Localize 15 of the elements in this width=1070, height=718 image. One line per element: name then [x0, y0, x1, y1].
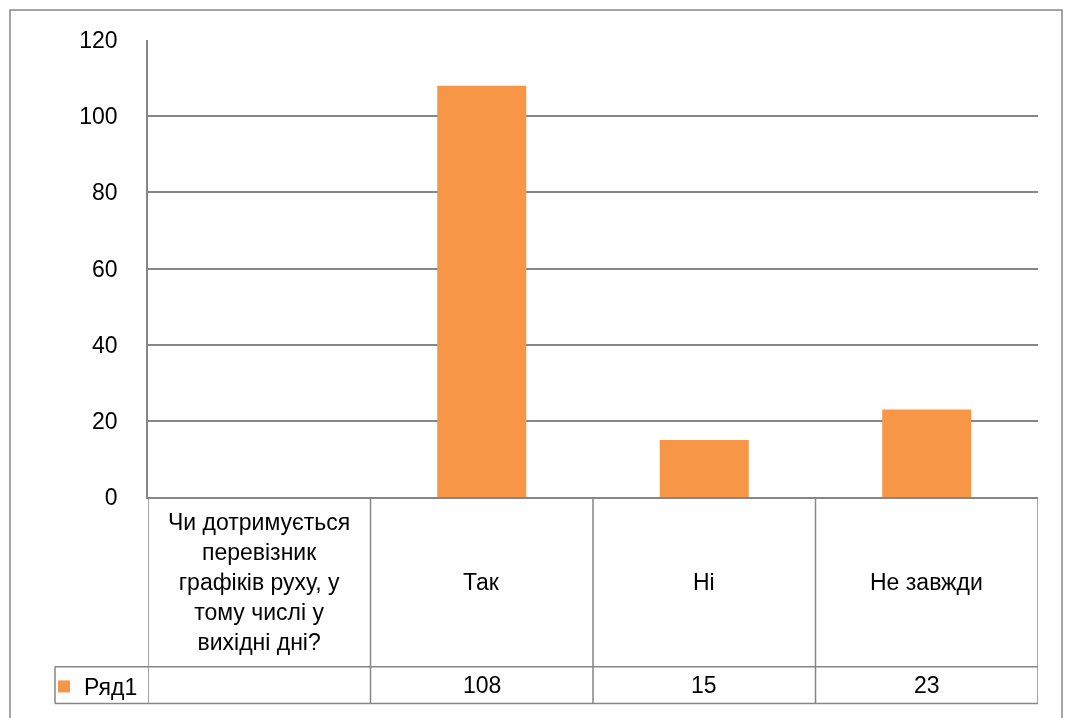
y-tick-label: 100	[79, 103, 118, 130]
x-tick-label: Ні	[693, 569, 715, 595]
legend-label: Ряд1	[84, 674, 138, 701]
x-tick-label: Не завжди	[870, 569, 983, 595]
y-tick-label: 0	[104, 484, 118, 511]
y-tick-label: 120	[79, 27, 118, 54]
data-label: 23	[914, 672, 940, 698]
y-tick-label: 40	[92, 331, 118, 358]
data-label: 108	[463, 672, 502, 698]
y-tick-label: 80	[92, 179, 118, 206]
y-tick-label: 20	[92, 407, 118, 434]
data-label: 15	[691, 672, 717, 698]
x-tick-label: Так	[463, 569, 500, 595]
x-tick-label: Чи дотримується перевізник графіків руху, у тому числі у вихідні дні?	[168, 509, 351, 655]
y-tick-label: 60	[92, 255, 118, 282]
